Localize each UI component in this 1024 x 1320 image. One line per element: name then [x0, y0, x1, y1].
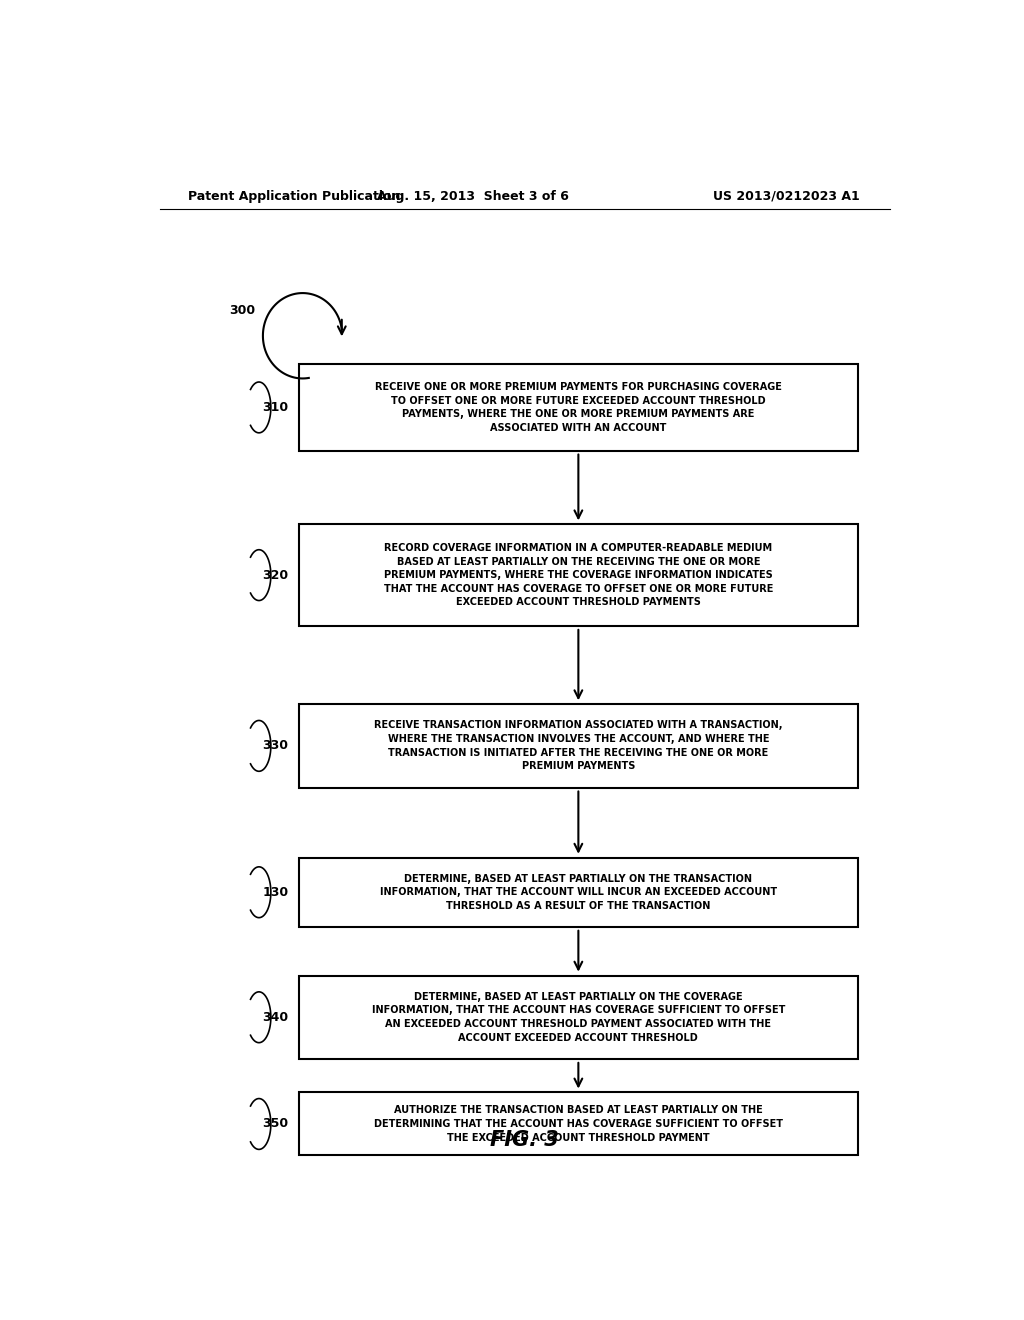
Bar [299, 975, 858, 1059]
Text: 300: 300 [228, 304, 255, 317]
Text: RECEIVE ONE OR MORE PREMIUM PAYMENTS FOR PURCHASING COVERAGE
TO OFFSET ONE OR MO: RECEIVE ONE OR MORE PREMIUM PAYMENTS FOR… [375, 381, 781, 433]
Text: 330: 330 [262, 739, 289, 752]
Bar [299, 524, 858, 626]
Text: 130: 130 [262, 886, 289, 899]
Text: FIG. 3: FIG. 3 [490, 1130, 559, 1150]
Bar [299, 1093, 858, 1155]
Text: DETERMINE, BASED AT LEAST PARTIALLY ON THE COVERAGE
INFORMATION, THAT THE ACCOUN: DETERMINE, BASED AT LEAST PARTIALLY ON T… [372, 991, 785, 1043]
Text: 340: 340 [262, 1011, 289, 1024]
Text: AUTHORIZE THE TRANSACTION BASED AT LEAST PARTIALLY ON THE
DETERMINING THAT THE A: AUTHORIZE THE TRANSACTION BASED AT LEAST… [374, 1105, 783, 1143]
Text: Patent Application Publication: Patent Application Publication [187, 190, 400, 202]
Text: RECEIVE TRANSACTION INFORMATION ASSOCIATED WITH A TRANSACTION,
WHERE THE TRANSAC: RECEIVE TRANSACTION INFORMATION ASSOCIAT… [374, 721, 782, 771]
Bar [299, 704, 858, 788]
Text: RECORD COVERAGE INFORMATION IN A COMPUTER-READABLE MEDIUM
BASED AT LEAST PARTIAL: RECORD COVERAGE INFORMATION IN A COMPUTE… [384, 543, 773, 607]
Text: US 2013/0212023 A1: US 2013/0212023 A1 [714, 190, 860, 202]
Text: Aug. 15, 2013  Sheet 3 of 6: Aug. 15, 2013 Sheet 3 of 6 [377, 190, 569, 202]
Text: 310: 310 [262, 401, 289, 414]
Bar [299, 364, 858, 450]
Text: 350: 350 [262, 1118, 289, 1130]
Text: 320: 320 [262, 569, 289, 582]
Text: DETERMINE, BASED AT LEAST PARTIALLY ON THE TRANSACTION
INFORMATION, THAT THE ACC: DETERMINE, BASED AT LEAST PARTIALLY ON T… [380, 874, 777, 911]
Bar [299, 858, 858, 927]
